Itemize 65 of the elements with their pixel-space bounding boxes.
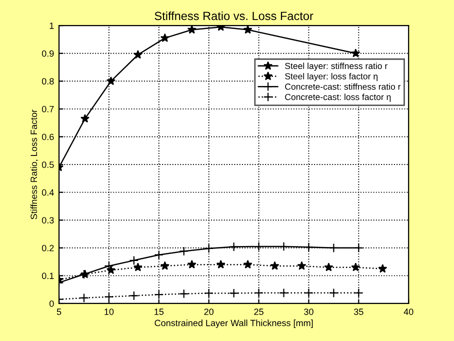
chart-title: Stiffness Ratio vs. Loss Factor <box>154 11 314 20</box>
point <box>328 243 338 253</box>
point <box>270 261 280 270</box>
x-tick-label: 5 <box>56 308 62 315</box>
point <box>254 242 264 252</box>
point <box>279 288 288 298</box>
point <box>129 290 139 300</box>
x-tick-label: 40 <box>404 308 414 315</box>
x-tick-label: 25 <box>254 308 264 315</box>
point <box>179 246 189 256</box>
x-tick-label: 20 <box>204 308 214 315</box>
y-tick-label: 0.7 <box>42 106 54 112</box>
point <box>179 289 189 298</box>
x-tick-label: 30 <box>304 308 314 315</box>
point <box>243 260 252 269</box>
y-axis-title: Stiffness Ratio, Loss Factor <box>30 110 38 220</box>
legend-label: Steel layer: loss factor η <box>285 72 378 82</box>
point <box>187 26 196 34</box>
point <box>204 288 214 298</box>
point <box>279 242 288 252</box>
point <box>106 76 116 86</box>
point <box>297 261 306 270</box>
point <box>133 262 142 272</box>
x-tick-label: 10 <box>104 308 114 315</box>
y-tick-label: 0.1 <box>42 272 54 280</box>
y-tick-label: 0.6 <box>42 134 54 140</box>
point <box>304 242 314 252</box>
y-tick-label: 0.8 <box>42 78 54 85</box>
legend-label: Concrete-cast: loss factor η <box>285 94 391 102</box>
point <box>229 288 239 298</box>
y-tick-label: 0 <box>49 300 54 307</box>
x-tick-label: 35 <box>354 308 364 315</box>
point <box>187 260 196 269</box>
y-tick-label: 0.2 <box>42 244 54 252</box>
point <box>304 288 314 298</box>
point <box>80 114 90 123</box>
point <box>104 292 114 302</box>
point <box>351 48 360 58</box>
point <box>254 288 264 298</box>
point <box>160 33 170 42</box>
y-tick-label: 1 <box>50 22 54 29</box>
point <box>204 244 214 254</box>
y-tick-label: 0.3 <box>42 217 54 224</box>
point <box>351 262 360 272</box>
point <box>133 50 142 59</box>
point <box>229 242 239 252</box>
point <box>354 288 364 298</box>
y-tick-label: 0.9 <box>42 50 54 57</box>
point <box>243 26 252 34</box>
legend-label: Steel layer: stiffness ratio r <box>285 62 388 71</box>
x-axis-title: Constrained Layer Wall Thickness [mm] <box>154 320 313 328</box>
y-tick-label: 0.4 <box>42 189 54 196</box>
legend-label: Concrete-cast: stiffness ratio r <box>285 83 401 90</box>
point <box>216 260 226 269</box>
point <box>160 261 170 270</box>
point <box>354 243 364 253</box>
point <box>154 250 164 260</box>
point <box>129 256 139 266</box>
y-tick-label: 0.5 <box>42 162 54 168</box>
point <box>154 290 164 300</box>
point <box>79 293 89 303</box>
point <box>378 264 388 273</box>
point <box>324 262 334 272</box>
point <box>328 288 338 298</box>
x-tick-label: 15 <box>154 308 164 315</box>
